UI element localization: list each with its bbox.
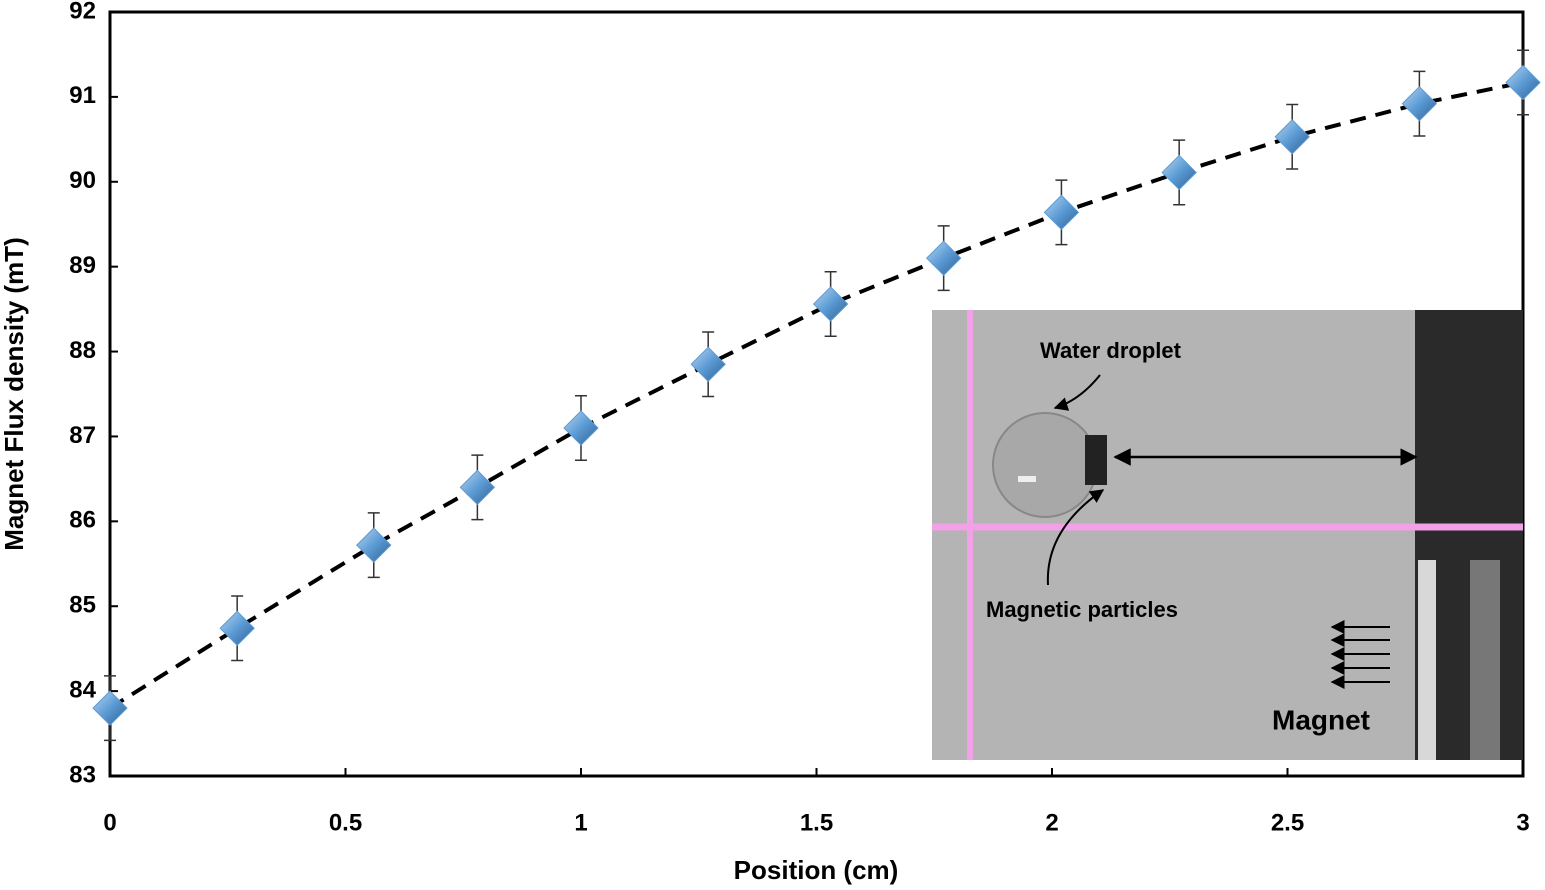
y-tick-label: 83 [69, 761, 96, 788]
annotation: Water droplet [1040, 338, 1182, 363]
x-tick-label: 0.5 [329, 809, 362, 836]
annotation: Magnetic particles [986, 597, 1178, 622]
y-tick-label: 85 [69, 592, 96, 619]
data-point [1043, 194, 1080, 231]
data-point [925, 240, 962, 276]
x-tick-label: 3 [1516, 809, 1529, 836]
data-point [356, 527, 392, 563]
data-point [812, 286, 849, 322]
data-point [459, 469, 496, 506]
x-tick-label: 0 [103, 809, 116, 836]
data-point [1401, 85, 1438, 122]
y-axis-label: Magnet Flux density (mT) [0, 237, 29, 550]
x-axis-label: Position (cm) [734, 855, 899, 885]
y-tick-label: 87 [69, 422, 96, 449]
y-tick-label: 89 [69, 252, 96, 279]
data-point [563, 410, 599, 446]
inset-image: Water droplet Magnetic particles Magnet [932, 310, 1523, 760]
x-tick-label: 1.5 [800, 809, 833, 836]
y-tick-label: 86 [69, 507, 96, 534]
data-point [92, 690, 128, 726]
plot-area: 83 84 85 86 87 88 89 90 91 92 0 0.5 1 1.5 2 2.5 3 [69, 0, 1541, 836]
data-point [1505, 64, 1541, 101]
data-point [690, 346, 726, 382]
y-tick-label: 84 [69, 676, 96, 703]
x-tick-label: 2 [1045, 809, 1058, 836]
x-tick-label: 2.5 [1271, 809, 1304, 836]
x-tick-label: 1 [574, 809, 587, 836]
y-tick-label: 91 [69, 82, 96, 109]
data-point [1161, 154, 1197, 191]
annotation: Magnet [1272, 704, 1370, 735]
data-point [219, 610, 255, 647]
data-point [1274, 119, 1310, 155]
y-tick-label: 92 [69, 0, 96, 24]
y-tick-label: 90 [69, 167, 96, 194]
y-tick-label: 88 [69, 337, 96, 364]
